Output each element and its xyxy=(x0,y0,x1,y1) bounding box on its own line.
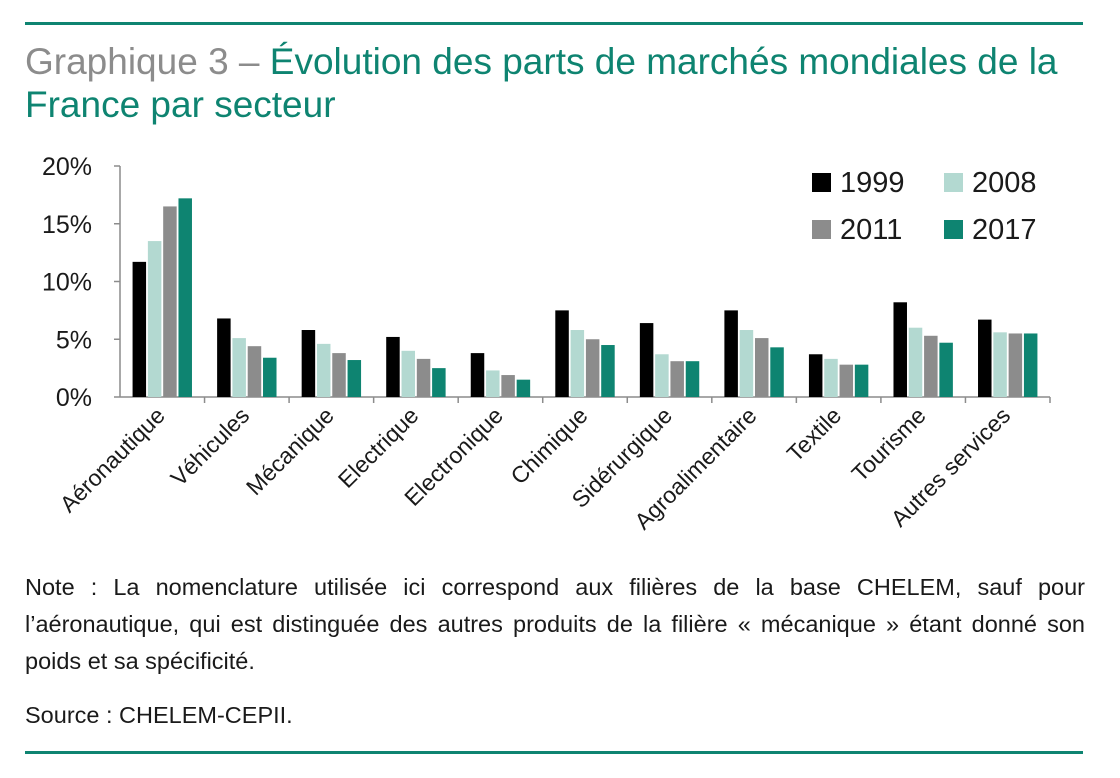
bar xyxy=(316,343,331,397)
bar xyxy=(724,310,738,397)
bar xyxy=(770,347,784,397)
chart-title: Graphique 3 – Évolution des parts de mar… xyxy=(25,40,1085,126)
legend-swatch xyxy=(812,220,831,239)
bar xyxy=(147,241,162,397)
y-tick-label: 15% xyxy=(42,211,92,239)
title-main: Évolution des parts de marchés mondiales… xyxy=(25,41,1058,125)
top-rule xyxy=(25,22,1083,25)
legend-swatch xyxy=(944,173,963,192)
legend-swatch xyxy=(944,220,963,239)
chart-note: Note : La nomenclature utilisée ici corr… xyxy=(25,574,1085,674)
bar xyxy=(893,302,907,397)
x-category-label: Véhicules xyxy=(165,402,254,491)
bar xyxy=(670,361,684,397)
y-tick-label: 20% xyxy=(42,153,92,181)
legend: 1999 2008 2011 2017 xyxy=(812,167,1037,246)
bar xyxy=(501,375,515,397)
bar xyxy=(1023,333,1038,397)
bar xyxy=(555,310,569,397)
x-category-label: Chimique xyxy=(505,402,592,489)
bar xyxy=(924,335,938,397)
bar xyxy=(570,330,585,397)
bar xyxy=(739,330,754,397)
bar xyxy=(655,354,669,397)
legend-label: 2017 xyxy=(972,214,1037,246)
bar xyxy=(808,354,823,397)
y-tick-label: 10% xyxy=(42,269,92,297)
bar xyxy=(978,319,992,397)
bar xyxy=(839,364,854,397)
x-category-label: Textile xyxy=(782,402,846,466)
x-axis: AéronautiqueVéhiculesMécaniqueElectrique… xyxy=(55,396,1051,534)
bar xyxy=(301,330,316,397)
y-tick-label: 0% xyxy=(56,384,92,412)
bar xyxy=(585,339,600,397)
bar xyxy=(470,353,485,397)
bar xyxy=(854,364,869,397)
bar xyxy=(1008,333,1023,397)
x-category-label: Mécanique xyxy=(241,402,339,500)
bar xyxy=(516,379,531,397)
bar xyxy=(939,342,953,397)
legend-label: 1999 xyxy=(840,167,905,199)
x-category-label: Tourisme xyxy=(846,402,930,486)
bar xyxy=(163,206,177,397)
bar xyxy=(685,361,700,397)
bar xyxy=(247,346,262,397)
y-tick-label: 5% xyxy=(56,326,92,354)
bar-chart: 0% 5% 10% 15% 20% AéronautiqueVéhiculesMécan… xyxy=(42,153,1051,534)
bar xyxy=(386,336,400,397)
bars xyxy=(132,198,1038,397)
bar xyxy=(993,332,1007,397)
bar xyxy=(416,358,431,397)
legend-swatch xyxy=(812,173,831,192)
y-axis: 0% 5% 10% 15% 20% xyxy=(42,153,121,412)
bar xyxy=(347,360,362,397)
bar xyxy=(232,338,246,397)
bar xyxy=(178,198,192,397)
legend-label: 2008 xyxy=(972,167,1037,199)
title-prefix: Graphique 3 – xyxy=(25,41,270,82)
bar xyxy=(132,261,147,397)
chart-source: Source : CHELEM-CEPII. xyxy=(25,702,293,728)
bar xyxy=(601,345,615,397)
legend-label: 2011 xyxy=(840,214,902,246)
bar xyxy=(263,357,277,397)
bar xyxy=(754,338,769,397)
bar xyxy=(401,350,416,397)
bar xyxy=(639,323,654,397)
bottom-rule xyxy=(25,751,1083,754)
bar xyxy=(432,368,446,397)
x-category-label: Aéronautique xyxy=(55,402,170,517)
x-category-label: Electrique xyxy=(333,402,424,493)
bar xyxy=(486,370,500,397)
bar xyxy=(217,318,231,397)
bar xyxy=(332,353,346,397)
bar xyxy=(908,327,923,397)
bar xyxy=(824,358,838,397)
